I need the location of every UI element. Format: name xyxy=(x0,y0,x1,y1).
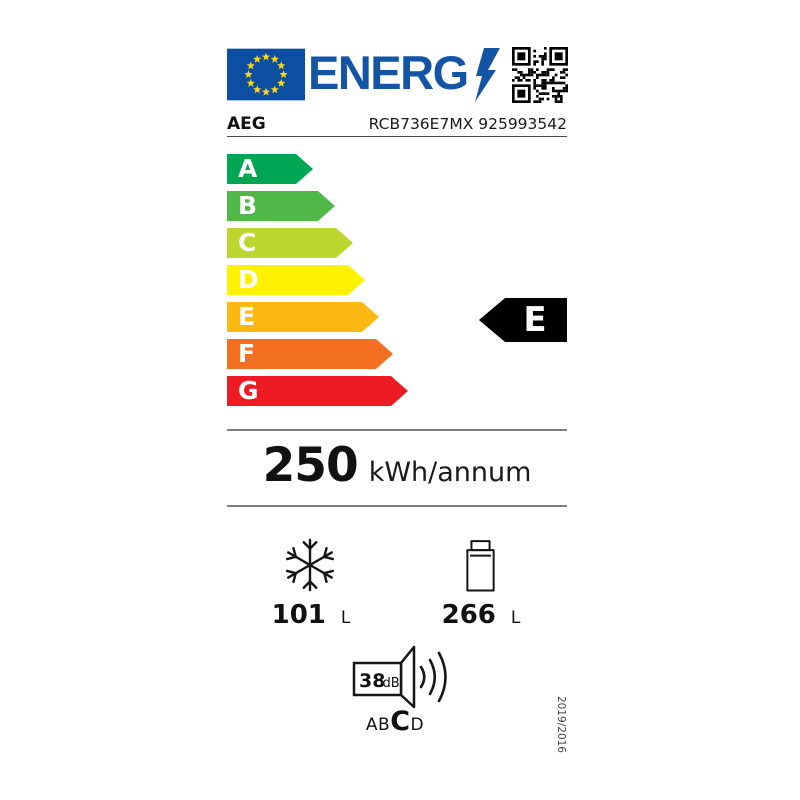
lightning-bolt-icon xyxy=(475,48,500,102)
scale-arrow-c: C xyxy=(227,228,353,258)
model-identifier: RCB736E7MX 925993542 xyxy=(368,115,567,133)
qr-code-icon xyxy=(512,47,568,103)
energy-consumption: 250 kWh/annum xyxy=(227,438,567,493)
separator-line xyxy=(227,505,567,507)
separator-line xyxy=(227,136,567,137)
rating-pointer: E xyxy=(479,298,567,342)
energy-label: ENERG AEG RCB736E7MX 925993542 A B C D E… xyxy=(227,44,568,770)
scale-arrow-e: E xyxy=(227,302,379,332)
energy-unit: kWh/annum xyxy=(368,457,532,488)
freezer-volume-unit: L xyxy=(340,608,351,628)
freezer-volume: 101 L xyxy=(256,600,366,630)
noise-classes-after: D xyxy=(410,715,425,735)
speaker-icon: 38 dB xyxy=(352,645,447,709)
scale-arrow-b: B xyxy=(227,191,335,221)
separator-line xyxy=(227,429,567,431)
scale-arrow-f: F xyxy=(227,339,393,369)
noise-classes-before: AB xyxy=(365,715,391,735)
noise-class-scale: AB C D xyxy=(345,706,445,737)
bottle-icon xyxy=(466,540,495,592)
noise-value: 38 xyxy=(359,670,385,692)
snowflake-icon xyxy=(283,538,337,592)
supplier-name: AEG xyxy=(227,114,266,134)
sound-waves-icon xyxy=(419,651,447,703)
regulation-reference: 2019/2016 xyxy=(555,696,567,753)
energy-value: 250 xyxy=(262,438,359,493)
scale-arrow-a: A xyxy=(227,154,313,184)
supplier-row: AEG RCB736E7MX 925993542 xyxy=(227,114,567,134)
fridge-volume: 266 L xyxy=(426,600,536,630)
scale-arrow-d: D xyxy=(227,265,365,295)
noise-class-active: C xyxy=(390,706,411,737)
fridge-volume-unit: L xyxy=(510,608,521,628)
eu-flag-icon xyxy=(227,48,305,101)
noise-unit: dB xyxy=(383,676,400,691)
scale-arrow-g: G xyxy=(227,376,408,406)
energ-logo-text: ENERG xyxy=(308,46,469,99)
fridge-volume-value: 266 xyxy=(441,600,496,630)
freezer-volume-value: 101 xyxy=(271,600,326,630)
